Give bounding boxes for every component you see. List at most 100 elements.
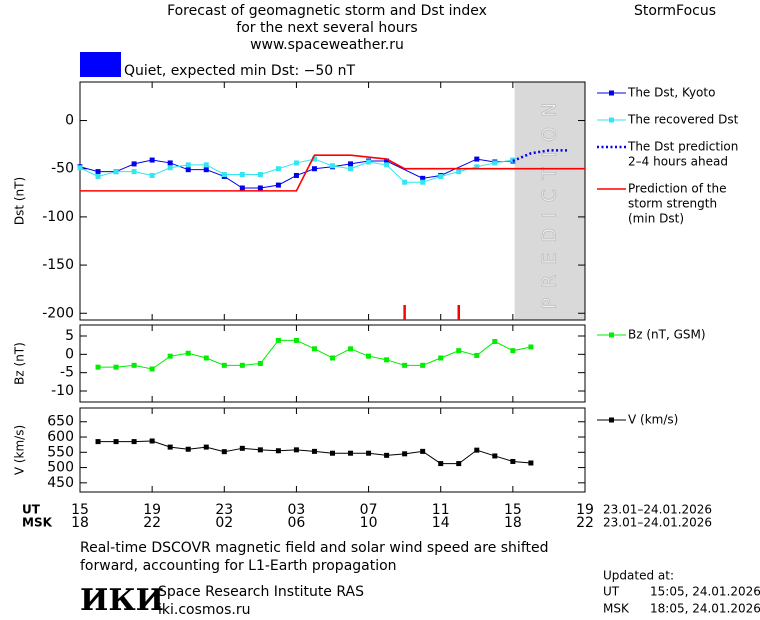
data-point: [528, 344, 534, 350]
legend-label: Prediction of the: [628, 182, 727, 196]
x-tick-label: 22: [576, 515, 594, 531]
data-point: [366, 353, 372, 359]
y-tick-label: 550: [47, 444, 74, 460]
data-point: [257, 361, 263, 366]
data-point: [402, 362, 408, 368]
data-point: [402, 179, 408, 185]
data-point: [167, 160, 173, 166]
data-point: [366, 450, 372, 456]
data-point: [257, 185, 263, 191]
data-point: [492, 339, 498, 344]
data-point: [203, 167, 209, 173]
data-point: [330, 450, 335, 456]
x-tick-label: 10: [360, 515, 378, 531]
data-point: [438, 461, 444, 467]
data-point: [293, 337, 299, 343]
data-point: [293, 160, 299, 166]
data-point: [257, 447, 263, 453]
data-point: [474, 156, 480, 162]
prediction-band: [514, 82, 585, 320]
data-point: [293, 172, 299, 178]
legend-label: The Dst, Kyoto: [627, 86, 715, 100]
x-tick-label: 03: [288, 502, 306, 518]
legend-label: storm strength: [628, 197, 717, 211]
plot-frame: [79, 407, 586, 493]
x-tick-label: 18: [71, 515, 89, 531]
x-tick-label: 15: [504, 502, 522, 518]
x-range: 23.01–24.01.2026: [603, 503, 712, 517]
data-point: [456, 169, 462, 175]
data-point: [311, 346, 317, 352]
data-point: [113, 439, 119, 445]
data-point: [221, 449, 227, 455]
data-point: [330, 163, 335, 169]
data-point: [456, 348, 462, 354]
title: Forecast of geomagnetic storm and Dst in…: [167, 3, 487, 19]
x-axis-label: UT: [22, 503, 41, 517]
data-point: [384, 158, 390, 164]
data-point: [131, 169, 137, 175]
subtitle: www.spaceweather.ru: [250, 37, 404, 53]
x-tick-label: 06: [288, 515, 306, 531]
note: forward, accounting for L1-Earth propaga…: [80, 558, 397, 574]
series-line: [98, 339, 531, 370]
institute: Space Research Institute RAS: [158, 584, 364, 600]
status-text: Quiet, expected min Dst: −50 nT: [124, 63, 356, 79]
legend-marker: [609, 332, 614, 338]
y-tick-label: -50: [51, 161, 74, 177]
data-point: [528, 460, 534, 466]
x-tick-label: 23: [215, 502, 233, 518]
data-point: [492, 160, 498, 166]
data-point: [348, 346, 354, 352]
y-tick-label: -10: [51, 383, 74, 399]
data-point: [438, 173, 444, 179]
note: Real-time DSCOVR magnetic field and sola…: [80, 540, 549, 556]
y-tick-label: 0: [65, 346, 74, 362]
data-point: [257, 172, 263, 178]
y-axis-label: Bz (nT): [13, 342, 27, 385]
data-point: [77, 165, 83, 171]
x-range: 23.01–24.01.2026: [603, 516, 712, 530]
data-point: [366, 159, 372, 165]
data-point: [149, 366, 155, 372]
data-point: [203, 162, 209, 168]
x-tick-label: 19: [143, 502, 161, 518]
legend-label: 2–4 hours ahead: [628, 155, 728, 169]
x-tick-label: 19: [576, 502, 594, 518]
data-point: [113, 169, 119, 175]
data-point: [185, 162, 191, 168]
y-tick-label: 0: [65, 113, 74, 129]
data-point: [275, 337, 281, 343]
data-point: [402, 451, 408, 457]
y-tick-label: -100: [42, 209, 74, 225]
y-tick-label: 500: [47, 460, 74, 476]
data-point: [384, 162, 390, 168]
data-point: [420, 179, 426, 185]
brand: StormFocus: [634, 3, 716, 19]
data-point: [420, 175, 426, 181]
data-point: [167, 444, 173, 450]
legend-marker: [609, 117, 614, 123]
legend-label: The Dst prediction: [627, 140, 738, 154]
data-point: [185, 350, 191, 356]
data-point: [167, 165, 173, 171]
legend-label: Bz (nT, GSM): [628, 328, 706, 342]
x-tick-label: 22: [143, 515, 161, 531]
y-tick-label: -200: [42, 305, 74, 321]
y-tick-label: -5: [60, 365, 74, 381]
updated-label: MSK: [603, 602, 630, 616]
data-point: [239, 362, 245, 368]
data-point: [348, 161, 354, 167]
data-point: [420, 448, 426, 454]
data-point: [348, 450, 354, 456]
plot-frame: [79, 81, 586, 321]
subtitle: for the next several hours: [236, 20, 417, 36]
data-point: [149, 172, 155, 178]
data-point: [275, 182, 281, 188]
x-tick-label: 07: [360, 502, 378, 518]
data-point: [185, 446, 191, 452]
data-point: [95, 364, 101, 370]
data-point: [384, 452, 390, 458]
data-point: [348, 166, 354, 172]
